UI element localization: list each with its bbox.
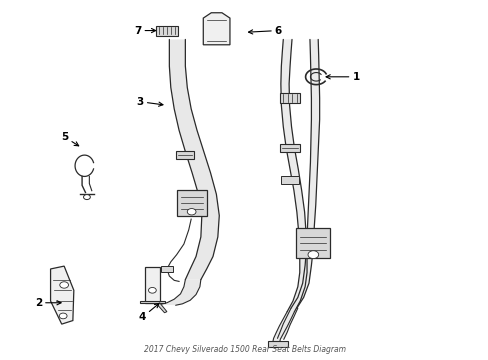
Polygon shape [169, 40, 219, 280]
Polygon shape [203, 13, 229, 45]
Bar [267, 341, 287, 347]
Circle shape [187, 208, 196, 215]
Circle shape [148, 288, 156, 293]
Circle shape [307, 251, 318, 258]
Polygon shape [50, 266, 74, 324]
Polygon shape [140, 301, 164, 303]
Text: 1: 1 [325, 72, 359, 82]
Polygon shape [157, 303, 166, 313]
Text: 4: 4 [139, 303, 159, 322]
Polygon shape [272, 312, 294, 344]
Bar [280, 176, 299, 184]
Bar [176, 190, 206, 216]
Text: 7: 7 [134, 26, 155, 36]
FancyBboxPatch shape [279, 93, 300, 103]
Bar [296, 228, 329, 258]
Polygon shape [159, 280, 201, 305]
Polygon shape [277, 308, 297, 339]
Bar [175, 151, 194, 159]
Bar [279, 144, 300, 152]
Polygon shape [290, 40, 319, 308]
FancyBboxPatch shape [156, 26, 178, 36]
Polygon shape [280, 40, 306, 312]
Text: 2017 Chevy Silverado 1500 Rear Seat Belts Diagram: 2017 Chevy Silverado 1500 Rear Seat Belt… [143, 345, 345, 354]
Circle shape [60, 282, 68, 288]
Text: 5: 5 [61, 132, 79, 146]
Bar [161, 266, 172, 272]
Circle shape [59, 313, 67, 319]
Bar [145, 267, 159, 303]
Text: 3: 3 [136, 97, 163, 107]
Text: 2: 2 [35, 298, 61, 308]
Circle shape [83, 195, 90, 199]
Text: 6: 6 [248, 26, 282, 36]
